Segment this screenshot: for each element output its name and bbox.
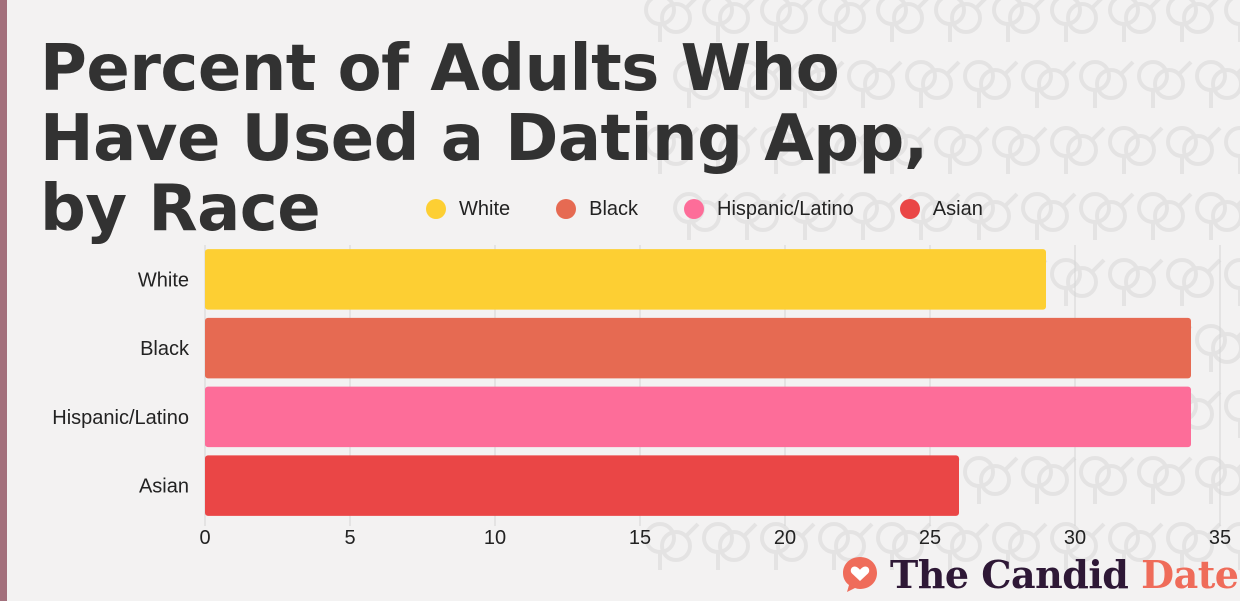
pattern-symbol [1050, 522, 1106, 570]
pattern-symbol [1195, 60, 1240, 108]
legend-swatch-white [426, 199, 446, 219]
legend-item-black: Black [556, 198, 638, 221]
pattern-symbol [847, 60, 903, 108]
heart-chat-icon [843, 557, 877, 592]
pattern-symbol [644, 126, 700, 174]
pattern-symbol [1108, 0, 1161, 42]
pattern-symbol [876, 522, 932, 570]
brand-logo[interactable]: The Candid Date [840, 550, 1239, 598]
pattern-symbol [702, 126, 758, 174]
page-title: Percent of Adults Who Have Used a Dating… [40, 32, 928, 246]
pattern-symbol [1224, 522, 1240, 570]
pattern-symbol [963, 192, 1019, 240]
pattern-symbol [1108, 126, 1164, 174]
pattern-symbol [1166, 522, 1222, 570]
pattern-symbol [992, 0, 1045, 42]
pattern-symbol [1050, 258, 1106, 306]
legend-swatch-hispanic-latino [684, 199, 705, 219]
legend-label-black: Black [589, 197, 639, 220]
pattern-symbol [1108, 258, 1164, 306]
bar-hispanic-latino [205, 386, 1191, 448]
category-label-hispanic-latino: Hispanic/Latino [52, 407, 189, 429]
brand-name-part2: Date [1141, 551, 1239, 597]
pattern-symbol [1224, 126, 1240, 174]
x-tick-label: 20 [774, 527, 796, 549]
pattern-symbol [1079, 60, 1135, 108]
pattern-symbol [702, 0, 755, 42]
legend-item-asian: Asian [899, 197, 983, 221]
pattern-symbol [1195, 456, 1240, 504]
brand-name: The Candid Date [890, 551, 1239, 597]
x-tick-label: 30 [1064, 527, 1086, 549]
pattern-symbol [905, 60, 961, 108]
category-label-white: White [138, 269, 189, 291]
pattern-symbol [934, 126, 990, 174]
pattern-symbol [1079, 456, 1135, 504]
pattern-symbol [1166, 126, 1222, 174]
bar-black [205, 317, 1191, 379]
pattern-symbol [1195, 324, 1240, 372]
x-tick-label: 0 [199, 527, 210, 549]
bar-white [205, 249, 1046, 310]
legend-label-hispanic-latino: Hispanic/Latino [717, 197, 854, 220]
legend-item-hispanic-latino: Hispanic/Latino [684, 198, 854, 221]
legend-label-asian: Asian [932, 197, 983, 220]
pattern-symbol [673, 60, 729, 108]
bar-asian [205, 455, 959, 516]
pattern-symbol [1224, 0, 1240, 42]
pattern-symbol [1108, 522, 1164, 570]
pattern-symbol [1166, 258, 1222, 306]
pattern-symbol [818, 0, 871, 42]
category-label-asian: Asian [139, 476, 189, 498]
category-label-black: Black [140, 338, 190, 360]
pattern-symbol [702, 522, 758, 570]
pattern-symbol [1021, 192, 1077, 240]
pattern-symbol [644, 522, 700, 570]
pattern-symbol [1166, 0, 1219, 42]
pattern-symbol [1195, 192, 1240, 240]
chart-legend: White Black Hispanic/Latino Asian [426, 196, 1029, 222]
pattern-symbol [1137, 192, 1193, 240]
pattern-symbol [789, 192, 845, 240]
x-tick-label: 10 [484, 527, 506, 549]
pattern-symbol [934, 522, 990, 570]
legend-swatch-asian [899, 199, 920, 219]
pattern-symbol [1137, 60, 1193, 108]
x-tick-label: 35 [1209, 527, 1231, 549]
pattern-symbol [1021, 456, 1077, 504]
pattern-symbol [1079, 192, 1135, 240]
pattern-symbol [847, 192, 903, 240]
pattern-symbol [644, 0, 697, 42]
legend-item-white: White [426, 198, 510, 221]
brand-name-part1: The Candid [890, 551, 1129, 597]
pattern-symbol [992, 522, 1048, 570]
pattern-symbol [876, 126, 932, 174]
pattern-symbol [760, 126, 816, 174]
pattern-symbol [760, 0, 813, 42]
pattern-symbol [876, 0, 929, 42]
pattern-symbol [818, 126, 874, 174]
pattern-symbol [1050, 0, 1103, 42]
pattern-symbol [731, 60, 787, 108]
pattern-symbol [1224, 390, 1240, 438]
x-tick-label: 5 [344, 527, 355, 549]
pattern-symbol [992, 126, 1048, 174]
x-tick-label: 15 [629, 527, 651, 549]
pattern-symbol [963, 60, 1019, 108]
left-edge-bar [0, 0, 7, 601]
pattern-symbol [789, 60, 845, 108]
legend-swatch-black [556, 199, 577, 219]
pattern-symbol [1050, 126, 1106, 174]
pattern-symbol [1021, 60, 1077, 108]
pattern-symbol [934, 0, 987, 42]
pattern-symbol [1137, 456, 1193, 504]
pattern-symbol [1224, 258, 1240, 306]
pattern-symbol [731, 192, 787, 240]
x-tick-label: 25 [919, 527, 941, 549]
pattern-symbol [760, 522, 816, 570]
legend-label-white: White [459, 197, 511, 220]
pattern-symbol [963, 456, 1019, 504]
